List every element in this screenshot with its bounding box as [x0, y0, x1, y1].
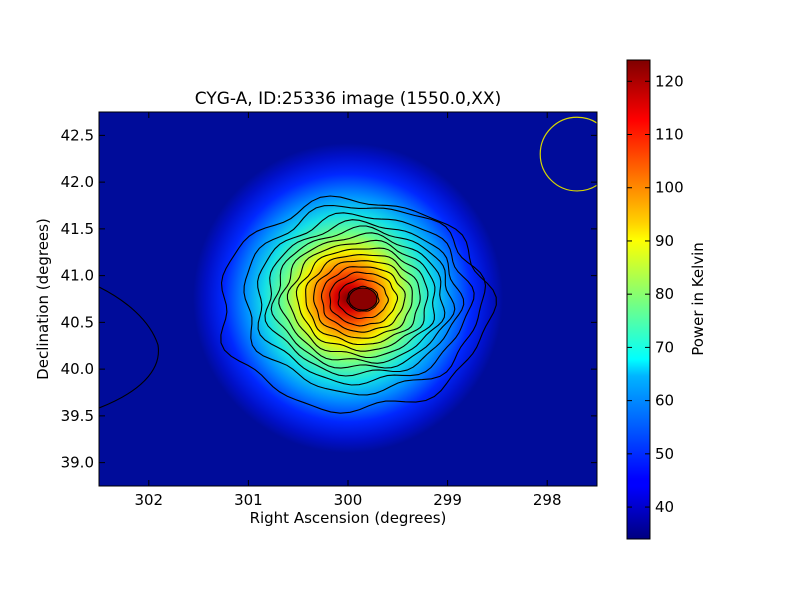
heatmap-image — [99, 112, 597, 486]
y-tick-label: 41.5 — [61, 220, 94, 238]
contour-line — [99, 286, 160, 409]
contour-lines — [99, 195, 497, 414]
colorbar-tick-label: 70 — [655, 338, 674, 356]
y-axis-label: Declination (degrees) — [34, 218, 52, 380]
colorbar-tick-label: 40 — [655, 498, 674, 516]
contour-line — [243, 204, 487, 396]
heatmap-source-emission — [99, 112, 597, 486]
y-tick-label: 39.5 — [61, 407, 94, 425]
contour-line — [270, 225, 456, 369]
contour-line — [264, 219, 465, 377]
chart-title: CYG-A, ID:25336 image (1550.0,XX) — [195, 89, 501, 109]
x-tick-label: 302 — [134, 491, 163, 509]
contour-line — [313, 260, 413, 339]
contour-line — [337, 278, 389, 320]
contour-line — [329, 271, 399, 327]
colorbar-ticks: 40 50 60 70 80 90 100 110 120 — [627, 72, 684, 516]
colorbar-tick-label: 50 — [655, 445, 674, 463]
x-axis-ticks: 302 301 300 299 298 — [134, 112, 562, 509]
contour-line — [278, 232, 446, 364]
colorbar-tick-label: 120 — [655, 72, 684, 90]
x-tick-label: 298 — [533, 491, 562, 509]
contour-line — [346, 285, 380, 312]
contour-line — [305, 254, 421, 346]
colorbar: 40 50 60 70 80 90 100 110 120 Power in Kelvin — [626, 59, 707, 540]
y-tick-label: 41.0 — [61, 267, 94, 285]
contour-line — [220, 195, 497, 414]
peak-contour — [348, 287, 378, 311]
y-tick-label: 40.5 — [61, 313, 94, 331]
colorbar-label: Power in Kelvin — [689, 242, 707, 356]
y-tick-label: 42.5 — [61, 126, 94, 144]
y-tick-label: 40.0 — [61, 360, 94, 378]
x-tick-label: 301 — [234, 491, 263, 509]
colorbar-tick-label: 60 — [655, 392, 674, 410]
x-tick-label: 299 — [433, 491, 462, 509]
colorbar-tick-label: 80 — [655, 285, 674, 303]
colorbar-tick-label: 110 — [655, 126, 684, 144]
contour-line — [257, 212, 475, 386]
colorbar-tick-label: 100 — [655, 179, 684, 197]
x-axis-label: Right Ascension (degrees) — [250, 509, 447, 527]
contour-line — [295, 247, 429, 352]
colorbar-gradient — [626, 59, 651, 540]
colorbar-tick-label: 90 — [655, 232, 674, 250]
y-tick-label: 39.0 — [61, 454, 94, 472]
contour-line — [320, 266, 406, 333]
y-axis-ticks: 39.0 39.5 40.0 40.5 41.0 41.5 42.0 42.5 — [61, 126, 597, 472]
y-tick-label: 42.0 — [61, 173, 94, 191]
contour-line — [286, 239, 436, 359]
beam-circle — [539, 116, 597, 192]
x-tick-label: 300 — [334, 491, 363, 509]
